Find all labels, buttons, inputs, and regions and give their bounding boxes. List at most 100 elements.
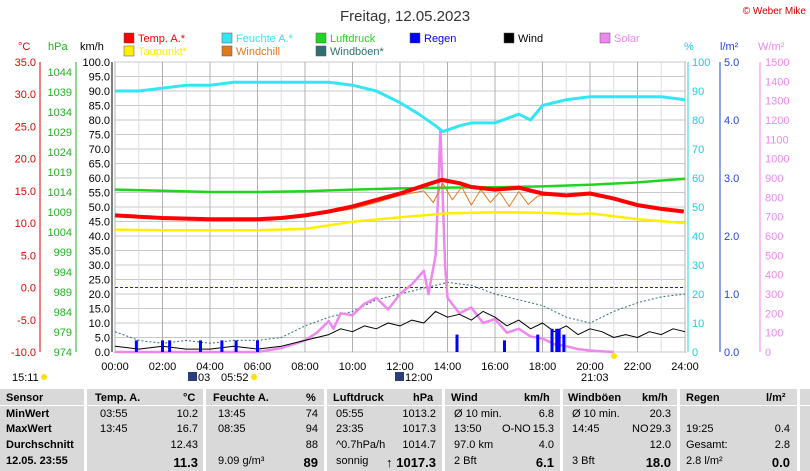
series-tempa bbox=[114, 177, 685, 222]
gust-value: 18.0 bbox=[645, 455, 671, 470]
temp-time: 13:45 bbox=[100, 423, 128, 435]
wind-axis-tick: 5.0 bbox=[95, 333, 110, 345]
solar-axis-tick: 800 bbox=[765, 192, 783, 204]
wind-axis-tick: 90.0 bbox=[89, 86, 110, 98]
pressure-axis-tick: 1014 bbox=[48, 187, 72, 199]
noon-icon bbox=[395, 372, 404, 381]
pressure-value: 1017.3 bbox=[402, 423, 436, 435]
sunset-icon bbox=[611, 353, 617, 359]
weather-chart: 35.0 30.0 25.0 20.0 15.0 10.0 5.0 0.0 -5.0 -10.0 1… bbox=[11, 6, 807, 384]
pressure-trend-icon: ↑ bbox=[386, 455, 393, 470]
rain-unit: l/m² bbox=[720, 41, 739, 53]
gust-value: 20.3 bbox=[649, 408, 671, 420]
humidity-axis-tick: 0 bbox=[692, 347, 698, 359]
series-windchill bbox=[304, 182, 548, 218]
wind-axis-tick: 50.0 bbox=[89, 202, 110, 214]
legend-swatch bbox=[599, 32, 611, 44]
humidity-value: 74 bbox=[305, 408, 318, 420]
row-label: Durchschnitt bbox=[6, 439, 74, 451]
humidity-axis-tick: 20 bbox=[692, 289, 704, 301]
humidity-axis-tick: 60 bbox=[692, 173, 704, 185]
wind-axis-tick: 40.0 bbox=[89, 231, 110, 243]
humidity-axis-tick: 100 bbox=[692, 57, 710, 69]
temp-axis-tick: 25.0 bbox=[15, 121, 36, 133]
gust-label: 3 Bft bbox=[572, 455, 595, 467]
legend-label: Feuchte A.* bbox=[236, 33, 294, 45]
x-tick-label: 12:00 bbox=[386, 361, 414, 373]
wind-axis-tick: 80.0 bbox=[89, 115, 110, 127]
x-tick-label: 02:00 bbox=[149, 361, 177, 373]
series-wind bbox=[114, 310, 686, 350]
solar-axis-tick: 200 bbox=[765, 308, 783, 320]
rain-axis-tick: 0.0 bbox=[724, 347, 739, 359]
gust-label: Ø 10 min. bbox=[572, 408, 620, 420]
gust-value: 29.3 bbox=[649, 423, 671, 435]
wind-axis-tick: 60.0 bbox=[89, 173, 110, 185]
row-label: 12.05. 23:55 bbox=[6, 455, 68, 467]
series-solar bbox=[115, 128, 614, 354]
temp-axis-tick: 0.0 bbox=[21, 283, 36, 295]
pressure-axis-tick: 1009 bbox=[48, 207, 72, 219]
humidity-time: 13:45 bbox=[218, 408, 246, 420]
rain-bar bbox=[562, 334, 566, 352]
wind-axis-tick: 95.0 bbox=[89, 72, 110, 84]
wind-axis-tick: 55.0 bbox=[89, 188, 110, 200]
moon-icon bbox=[188, 372, 197, 381]
rain-label: 2.8 l/m² bbox=[686, 455, 723, 467]
clock-left: 15:11 bbox=[12, 372, 39, 384]
wind-axis-tick: 20.0 bbox=[89, 289, 110, 301]
pressure-axis-tick: 999 bbox=[54, 247, 72, 259]
sunrise-icon bbox=[251, 374, 257, 380]
solar-axis-tick: 1200 bbox=[765, 115, 789, 127]
rain-bar bbox=[550, 328, 554, 352]
humidity-value: 89 bbox=[303, 455, 318, 470]
wind-axis-tick: 35.0 bbox=[89, 246, 110, 258]
statistics-panel: Sensor Temp. A. °C Feuchte A. % Luftdruc… bbox=[0, 389, 810, 471]
wind-axis-tick: 75.0 bbox=[89, 130, 110, 142]
temp-time: 03:55 bbox=[100, 408, 128, 420]
rain-bar bbox=[220, 340, 224, 352]
header-wind: Wind bbox=[451, 392, 478, 404]
legend-swatch bbox=[123, 45, 135, 57]
pressure-axis-tick: 994 bbox=[54, 267, 72, 279]
solar-axis-tick: 500 bbox=[765, 250, 783, 262]
rain-axis-tick: 4.0 bbox=[724, 115, 739, 127]
header-pressure-unit: hPa bbox=[413, 392, 434, 404]
pressure-axis-tick: 989 bbox=[54, 287, 72, 299]
rain-bar bbox=[134, 340, 138, 352]
temp-axis-tick: 35.0 bbox=[15, 57, 36, 69]
rain-bar bbox=[455, 334, 459, 352]
wind-axis-tick: 15.0 bbox=[89, 304, 110, 316]
x-tick-label: 00:00 bbox=[101, 361, 129, 373]
legend-label: Windchill bbox=[236, 46, 280, 58]
x-tick-label: 24:00 bbox=[671, 361, 699, 373]
rain-bar bbox=[161, 340, 164, 352]
solar-axis-tick: 0 bbox=[765, 347, 771, 359]
temp-axis-tick: -5.0 bbox=[17, 315, 36, 327]
humidity-axis-tick: 80 bbox=[692, 115, 704, 127]
wind-label: 2 Bft bbox=[454, 455, 477, 467]
header-humidity: Feuchte A. bbox=[213, 392, 269, 404]
wind-value: 6.1 bbox=[535, 455, 554, 470]
pressure-axis-tick: 974 bbox=[54, 347, 72, 359]
series-taupunkt bbox=[114, 210, 686, 232]
wind-label: Ø 10 min. bbox=[454, 408, 502, 420]
x-tick-label: 16:00 bbox=[481, 361, 509, 373]
rain-axis-tick: 5.0 bbox=[724, 57, 739, 69]
legend-label: Wind bbox=[518, 33, 543, 45]
pressure-axis-tick: 1034 bbox=[48, 107, 72, 119]
legend-swatch bbox=[315, 45, 327, 57]
legend-swatch bbox=[123, 32, 135, 44]
temp-axis-tick: 15.0 bbox=[15, 186, 36, 198]
humidity-axis-tick: 50 bbox=[692, 202, 704, 214]
header-wind-unit: km/h bbox=[524, 392, 550, 404]
x-tick-label: 06:00 bbox=[244, 361, 272, 373]
solar-axis-tick: 600 bbox=[765, 231, 783, 243]
rain-label: 19:25 bbox=[686, 423, 714, 435]
humidity-value: 94 bbox=[305, 423, 318, 435]
temp-axis-tick: 10.0 bbox=[15, 218, 36, 230]
pressure-axis-tick: 984 bbox=[54, 307, 72, 319]
pressure-axis-tick: 979 bbox=[54, 327, 72, 339]
humidity-time: 08:35 bbox=[218, 423, 246, 435]
credit-text: © Weber Mike bbox=[743, 6, 807, 17]
